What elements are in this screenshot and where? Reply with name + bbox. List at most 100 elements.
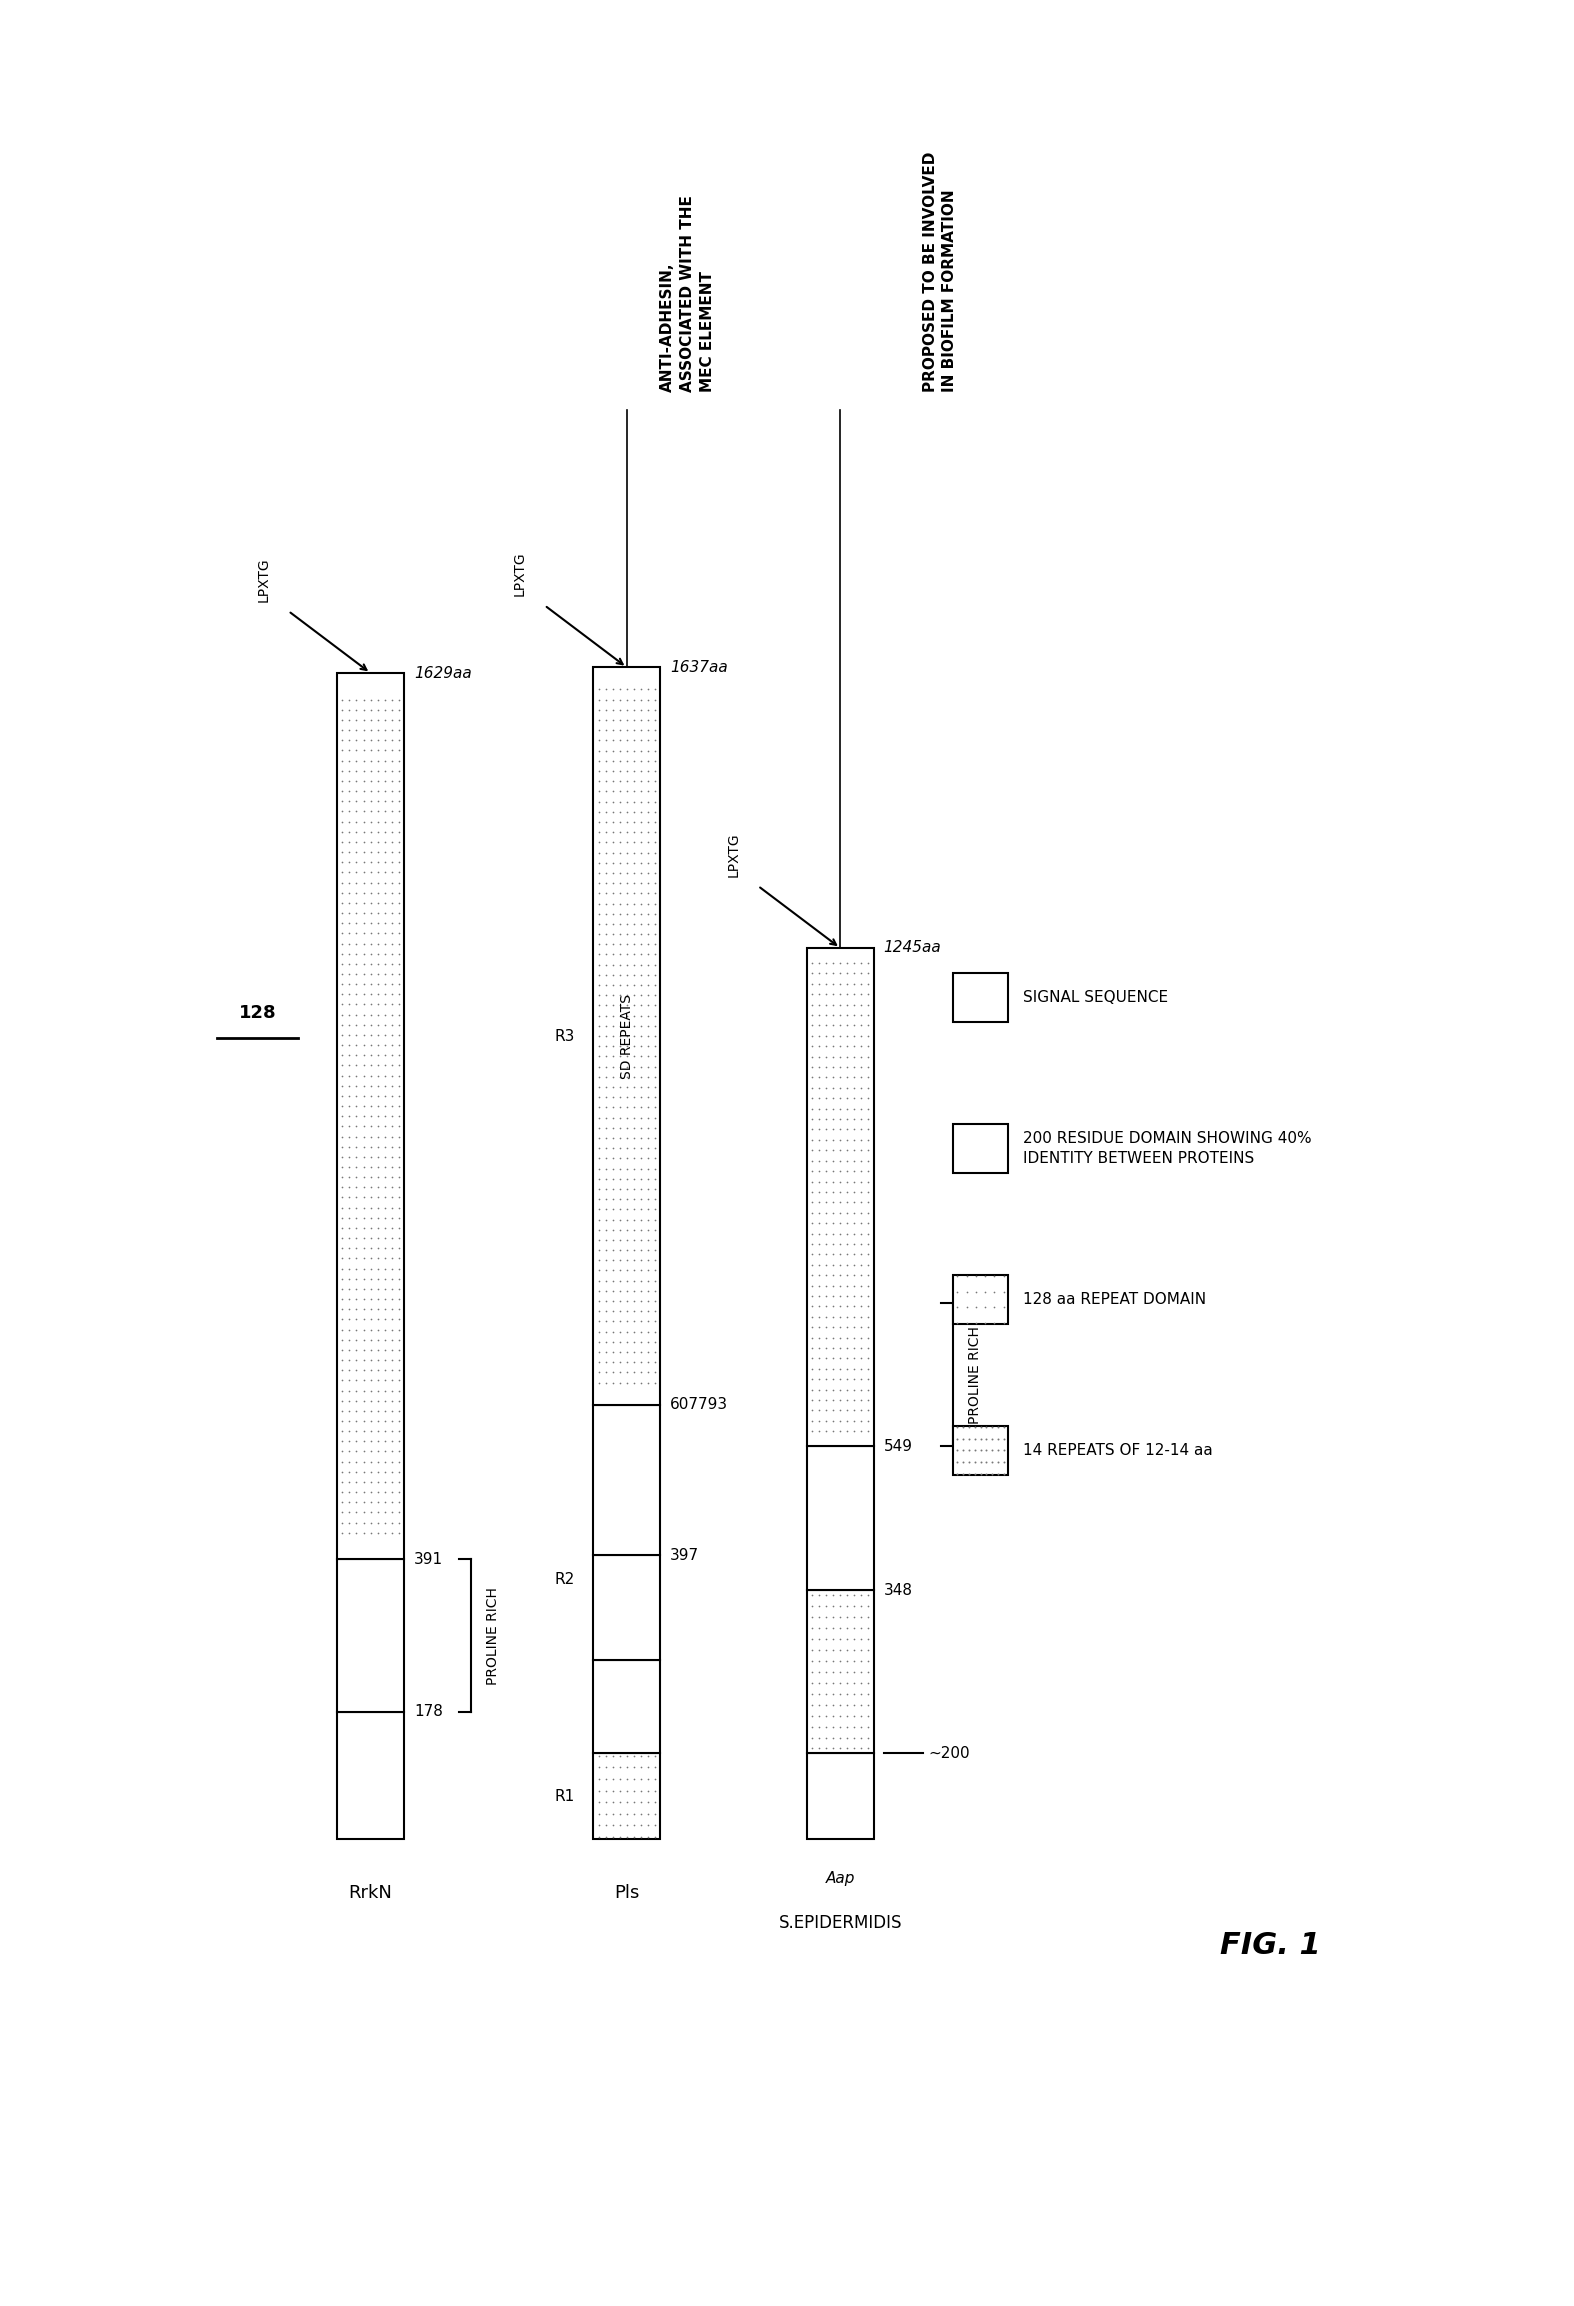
Point	[365, 1342, 390, 1379]
Point	[343, 1107, 368, 1144]
Point	[600, 936, 625, 973]
Point	[642, 671, 667, 708]
Point	[963, 1305, 988, 1342]
Point	[828, 1224, 853, 1261]
Point	[842, 945, 867, 982]
Point	[800, 1174, 825, 1211]
Point	[642, 1109, 667, 1146]
Point	[593, 1058, 619, 1095]
Point	[600, 1806, 625, 1842]
Point	[820, 966, 845, 1003]
Point	[985, 1432, 1011, 1469]
Point	[386, 1229, 411, 1266]
Point	[628, 957, 653, 994]
Point	[828, 1393, 853, 1430]
Point	[622, 1294, 647, 1331]
Point	[800, 1162, 825, 1199]
Point	[593, 1817, 619, 1854]
Point	[628, 1771, 653, 1808]
Point	[608, 996, 633, 1033]
Point	[636, 1130, 661, 1167]
Point	[351, 1068, 376, 1105]
Point	[371, 1312, 397, 1349]
Point	[371, 1056, 397, 1093]
Point	[365, 692, 390, 729]
Point	[600, 865, 625, 902]
Point	[331, 844, 356, 881]
Point	[622, 1201, 647, 1238]
Point	[600, 925, 625, 962]
Point	[371, 1363, 397, 1400]
Point	[365, 1504, 390, 1540]
Point	[351, 895, 376, 932]
Point	[820, 1697, 845, 1734]
Point	[343, 1414, 368, 1450]
Point	[628, 966, 653, 1003]
Point	[842, 1310, 867, 1347]
Point	[386, 1047, 411, 1084]
Point	[814, 1204, 839, 1241]
Point	[386, 865, 411, 902]
Point	[371, 1271, 397, 1308]
Point	[593, 1333, 619, 1370]
Point	[806, 1630, 831, 1667]
Point	[800, 1630, 825, 1667]
Point	[357, 1393, 382, 1430]
Point	[856, 1038, 881, 1075]
Point	[848, 1028, 874, 1065]
Point	[351, 1169, 376, 1206]
Point	[600, 1365, 625, 1402]
Point	[614, 1748, 639, 1785]
Point	[628, 1817, 653, 1854]
Point	[848, 1008, 874, 1045]
Point	[628, 1211, 653, 1248]
Point	[608, 763, 633, 800]
Point	[586, 1171, 611, 1208]
Point	[343, 743, 368, 779]
Point	[379, 793, 405, 830]
Point	[365, 1402, 390, 1439]
Point	[351, 1363, 376, 1400]
Point	[351, 823, 376, 860]
Point	[622, 1273, 647, 1310]
Point	[622, 671, 647, 708]
Point	[600, 856, 625, 892]
Point	[614, 1261, 639, 1298]
Point	[636, 1365, 661, 1402]
Point	[614, 856, 639, 892]
Point	[343, 996, 368, 1033]
Point	[351, 936, 376, 973]
Point	[386, 1005, 411, 1042]
Point	[642, 906, 667, 943]
Point	[642, 945, 667, 982]
Point	[351, 1321, 376, 1358]
Point	[379, 1199, 405, 1236]
Point	[806, 1121, 831, 1158]
Point	[608, 1243, 633, 1280]
Point	[351, 1342, 376, 1379]
Point	[814, 1402, 839, 1439]
Point	[800, 1686, 825, 1723]
Point	[963, 1257, 988, 1294]
Point	[593, 978, 619, 1015]
Point	[814, 1079, 839, 1116]
Point	[608, 936, 633, 973]
Point	[337, 1088, 362, 1125]
Point	[608, 1273, 633, 1310]
Point	[806, 945, 831, 982]
Point	[828, 1686, 853, 1723]
Point	[628, 1181, 653, 1218]
Point	[600, 1252, 625, 1289]
Point	[343, 1190, 368, 1227]
Point	[614, 692, 639, 729]
Point	[622, 752, 647, 789]
Point	[842, 1121, 867, 1158]
Point	[351, 874, 376, 911]
Point	[622, 1243, 647, 1280]
Point	[985, 1444, 1011, 1480]
Point	[586, 906, 611, 943]
Point	[842, 996, 867, 1033]
Point	[371, 874, 397, 911]
Point	[951, 1444, 976, 1480]
Point	[337, 1414, 362, 1450]
